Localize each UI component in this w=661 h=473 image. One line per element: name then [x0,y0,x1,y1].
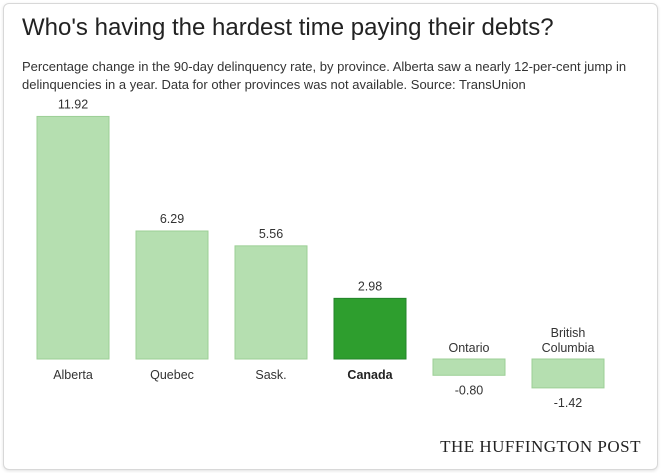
bar-british-columbia [531,358,605,389]
bar-quebec [135,230,209,360]
chart-card: Who's having the hardest time paying the… [3,3,658,470]
huffington-post-logo: THE HUFFINGTON POST [440,437,641,456]
value-label-canada: 2.98 [358,279,382,293]
value-label-british-columbia: -1.42 [554,396,583,410]
value-label-quebec: 6.29 [160,212,184,226]
category-label-british-columbia-line2: Columbia [542,341,595,355]
category-label-british-columbia-line1: British [551,326,586,340]
bar-sask- [234,245,308,360]
category-label-canada: Canada [347,368,393,382]
bar-canada [333,297,407,360]
value-label-alberta: 11.92 [58,97,88,111]
bar-chart: 11.92 Alberta 6.29 Quebec 5.56 Sask. 2.98 Canad… [36,97,605,410]
category-label-alberta: Alberta [53,368,93,382]
bar-alberta [36,115,110,360]
value-label-ontario: -0.80 [455,383,484,397]
category-label-ontario: Ontario [449,341,490,355]
bar-ontario [432,358,506,376]
category-label-sask-: Sask. [255,368,286,382]
value-label-sask-: 5.56 [259,227,283,241]
category-label-quebec: Quebec [150,368,194,382]
chart-subtitle: Percentage change in the 90-day delinque… [22,59,627,92]
chart-title: Who's having the hardest time paying the… [22,14,554,41]
